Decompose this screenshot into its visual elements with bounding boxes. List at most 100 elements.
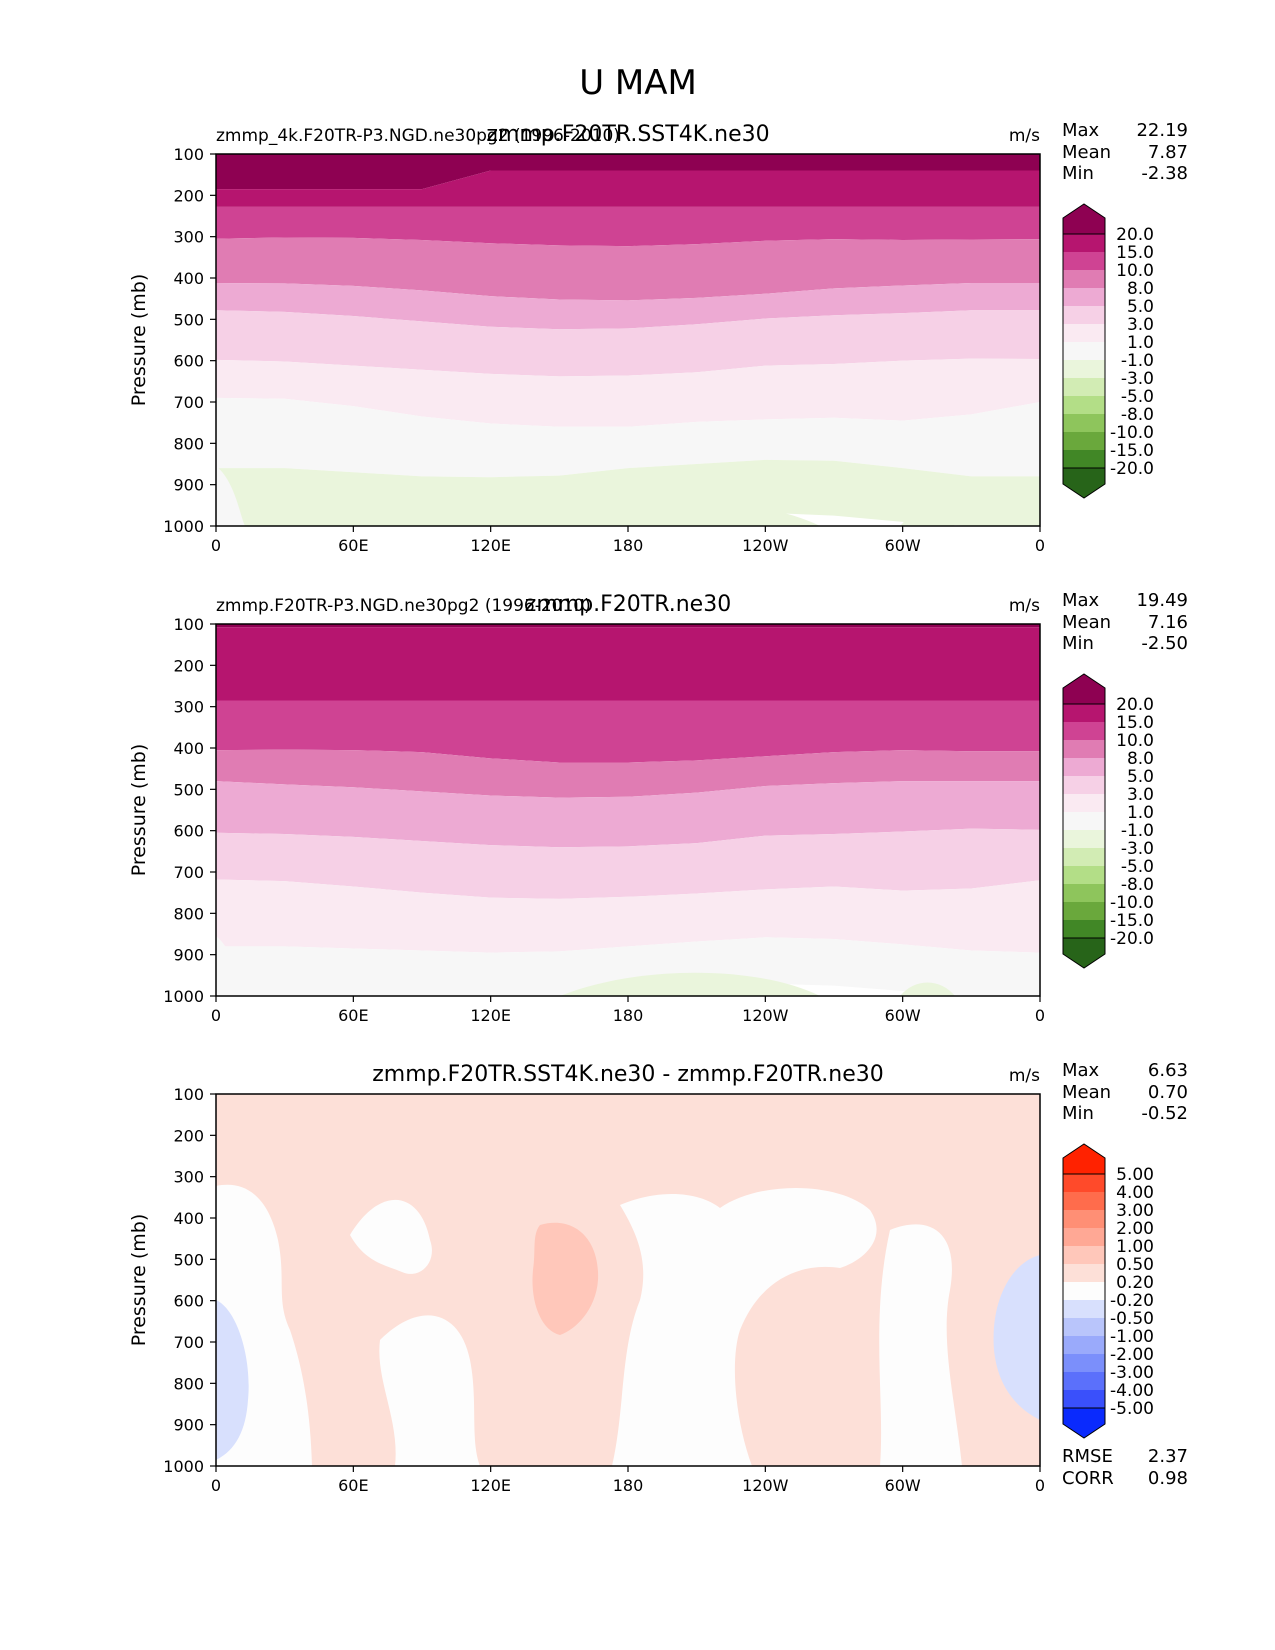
- xtick-label: 60E: [338, 536, 368, 555]
- colorbar-label: -15.0: [1110, 441, 1154, 461]
- ytick-label: 300: [173, 1168, 204, 1187]
- ytick-label: 100: [173, 615, 204, 634]
- panel-2-stat-label: Max: [1062, 590, 1100, 611]
- xtick-label: 60W: [885, 536, 921, 555]
- panel-2-ylabel: Pressure (mb): [128, 744, 150, 877]
- ytick-label: 200: [173, 656, 204, 675]
- xtick-label: 0: [1035, 536, 1045, 555]
- colorbar-segment: [1063, 360, 1105, 378]
- colorbar-segment: [1063, 288, 1105, 306]
- panel-1-center-title: zmmp.F20TR.SST4K.ne30: [486, 122, 769, 147]
- colorbar-label: 3.00: [1116, 1201, 1154, 1221]
- ytick-label: 600: [173, 1292, 204, 1311]
- colorbar-segment: [1063, 1246, 1105, 1264]
- panel-3-stats: Max 6.63 Mean 0.70 Min -0.52: [1062, 1060, 1188, 1124]
- ytick-label: 200: [173, 1126, 204, 1145]
- ytick-label: 1000: [163, 987, 204, 1006]
- panel-1-left-title: zmmp_4k.F20TR-P3.NGD.ne30pg2 (1996-2010): [216, 126, 620, 146]
- panel-2-stats: Max 19.49 Mean 7.16 Min -2.50: [1062, 590, 1188, 654]
- panel-2: 100 200 300 400 500 600 700 800 900 1000 0 60E 120E…: [128, 590, 1188, 1025]
- contour-band: [216, 459, 1040, 526]
- xtick-label: 120E: [470, 1006, 511, 1025]
- xtick-label: 120W: [742, 1476, 789, 1495]
- colorbar-segment: [1063, 812, 1105, 830]
- contour-band: [216, 700, 1040, 763]
- colorbar-segment: [1063, 794, 1105, 812]
- panel-1-ylabel: Pressure (mb): [128, 274, 150, 407]
- panel-3-units: m/s: [1009, 1066, 1040, 1086]
- ytick-label: 600: [173, 822, 204, 841]
- ytick-label: 400: [173, 1209, 204, 1228]
- colorbar-segment: [1063, 1264, 1105, 1282]
- ytick-label: 500: [173, 310, 204, 329]
- ytick-label: 700: [173, 863, 204, 882]
- colorbar-frame: [1062, 703, 1106, 939]
- panel-2-xticks: 0 60E 120E 180 120W 60W 0: [211, 996, 1045, 1025]
- ytick-label: 1000: [163, 517, 204, 536]
- colorbar-label: -5.0: [1121, 857, 1154, 877]
- panel-2-units: m/s: [1009, 596, 1040, 616]
- contour-band: [216, 749, 1040, 798]
- contour-band: [560, 972, 820, 996]
- colorbar-extend-max: [1062, 1143, 1106, 1175]
- colorbar-extend-max: [1062, 673, 1106, 705]
- colorbar-label: 8.0: [1127, 279, 1154, 299]
- contour-band: [216, 310, 1040, 377]
- panel-1-stat-label: Min: [1062, 163, 1094, 184]
- colorbar-label: 5.0: [1127, 767, 1154, 787]
- panel-3-weak-negative-region-west: [216, 1300, 249, 1460]
- ytick-label: 1000: [163, 1457, 204, 1476]
- panel-3-center-title: zmmp.F20TR.SST4K.ne30 - zmmp.F20TR.ne30: [372, 1062, 884, 1087]
- xtick-label: 180: [613, 536, 644, 555]
- colorbar-segment: [1063, 378, 1105, 396]
- colorbar-segment: [1063, 450, 1105, 468]
- ytick-label: 800: [173, 434, 204, 453]
- colorbar-segment: [1063, 1390, 1105, 1408]
- ytick-label: 600: [173, 352, 204, 371]
- colorbar-label: -0.20: [1110, 1291, 1154, 1311]
- colorbar-label: 0.50: [1116, 1255, 1154, 1275]
- xtick-label: 0: [1035, 1476, 1045, 1495]
- colorbar-segment: [1063, 830, 1105, 848]
- colorbar-segment: [1063, 740, 1105, 758]
- colorbar-segment: [1063, 1210, 1105, 1228]
- colorbar-label: -2.00: [1110, 1345, 1154, 1365]
- xtick-label: 0: [211, 1476, 221, 1495]
- colorbar-segment: [1063, 270, 1105, 288]
- xtick-label: 0: [1035, 1006, 1045, 1025]
- ytick-label: 100: [173, 145, 204, 164]
- colorbar-label: -8.0: [1121, 875, 1154, 895]
- panel-3-stat-label: Mean: [1062, 1082, 1111, 1103]
- xtick-label: 0: [211, 1006, 221, 1025]
- xtick-label: 120E: [470, 536, 511, 555]
- ytick-label: 700: [173, 393, 204, 412]
- colorbar-label: -20.0: [1110, 929, 1154, 949]
- colorbar-label: -20.0: [1110, 459, 1154, 479]
- panel-3-rmse-value: 2.37: [1148, 1446, 1188, 1467]
- contour-band: [900, 982, 955, 996]
- ytick-label: 100: [173, 1085, 204, 1104]
- xtick-label: 120W: [742, 1006, 789, 1025]
- panel-1-stat-value: 7.87: [1148, 142, 1188, 163]
- colorbar-label: -1.0: [1121, 821, 1154, 841]
- colorbar-label: 3.0: [1127, 785, 1154, 805]
- panel-3-near-zero-region-southwest: [379, 1315, 480, 1466]
- colorbar-label: -3.00: [1110, 1363, 1154, 1383]
- contour-band: [216, 358, 1040, 427]
- contour-band: [560, 502, 820, 526]
- contour-band: [216, 936, 245, 996]
- colorbar-label: 20.0: [1116, 695, 1154, 715]
- colorbar-label: 0.20: [1116, 1273, 1154, 1293]
- colorbar-segment: [1063, 306, 1105, 324]
- xtick-label: 60E: [338, 1476, 368, 1495]
- panel-3-near-zero-region-center: [350, 1199, 432, 1274]
- panel-3-yticks: 100 200 300 400 500 600 700 800 900 1000: [163, 1085, 216, 1476]
- panel-1-units: m/s: [1009, 126, 1040, 146]
- colorbar-extend-min: [1062, 937, 1106, 969]
- colorbar-segment: [1063, 848, 1105, 866]
- panel-3-near-zero-region-east: [612, 1187, 877, 1466]
- colorbar-label: 1.00: [1116, 1237, 1154, 1257]
- colorbar-extend-max: [1062, 203, 1106, 235]
- ytick-label: 900: [173, 1416, 204, 1435]
